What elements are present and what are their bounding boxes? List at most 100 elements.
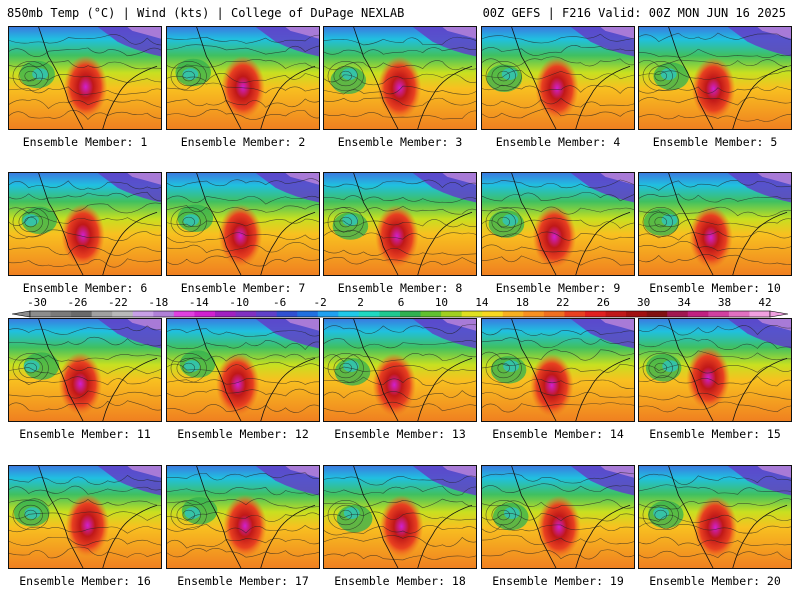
colorbar-tick-label: 26 — [596, 296, 610, 309]
map-image — [167, 319, 319, 421]
map-image — [482, 173, 634, 275]
colorbar-tick-label: 22 — [556, 296, 570, 309]
colorbar-swatch — [667, 311, 689, 317]
ensemble-member-label: Ensemble Member: 7 — [180, 281, 306, 295]
colorbar-swatch — [687, 311, 709, 317]
map-image — [9, 27, 161, 129]
ensemble-member-map — [638, 172, 792, 276]
colorbar-tick-label: -22 — [107, 296, 128, 309]
colorbar-swatch — [71, 311, 93, 317]
colorbar-arrow-right — [769, 310, 788, 318]
colorbar-swatch — [646, 311, 668, 317]
map-image — [9, 319, 161, 421]
map-image — [639, 319, 791, 421]
colorbar-swatch — [215, 311, 236, 317]
colorbar-tick-label: 34 — [677, 296, 691, 309]
ensemble-member-label: Ensemble Member: 8 — [337, 281, 463, 295]
map-image — [167, 173, 319, 275]
colorbar-swatch — [91, 311, 113, 317]
ensemble-member-map — [481, 318, 635, 422]
colorbar-swatch — [441, 311, 463, 317]
colorbar-swatch — [626, 311, 648, 317]
colorbar-swatch — [482, 311, 504, 317]
ensemble-member-map — [323, 172, 477, 276]
temperature-colorbar — [12, 310, 788, 318]
chart-header-left: 850mb Temp (°C) | Wind (kts) | College o… — [7, 6, 405, 20]
ensemble-member-label: Ensemble Member: 17 — [177, 574, 309, 588]
colorbar-swatch — [502, 311, 524, 317]
ensemble-member-label: Ensemble Member: 2 — [180, 135, 306, 149]
colorbar-swatch — [708, 311, 730, 317]
ensemble-member-map — [166, 318, 320, 422]
ensemble-member-label: Ensemble Member: 15 — [649, 427, 781, 441]
colorbar-swatch — [379, 311, 401, 317]
colorbar-swatch — [400, 311, 421, 317]
colorbar-swatch — [420, 311, 442, 317]
map-image — [482, 319, 634, 421]
colorbar-swatch — [605, 311, 627, 317]
map-image — [9, 173, 161, 275]
colorbar-swatch — [256, 311, 278, 317]
colorbar-swatch — [358, 311, 380, 317]
map-image — [9, 466, 161, 568]
chart-header-right: 00Z GEFS | F216 Valid: 00Z MON JUN 16 20… — [482, 6, 786, 20]
colorbar-swatch — [564, 311, 586, 317]
colorbar-swatch — [112, 311, 134, 317]
colorbar-tick-label: -10 — [229, 296, 250, 309]
ensemble-member-label: Ensemble Member: 16 — [19, 574, 151, 588]
ensemble-member-map — [638, 26, 792, 130]
map-image — [639, 27, 791, 129]
colorbar-tick-label: 6 — [397, 296, 405, 309]
colorbar-swatch — [173, 311, 195, 317]
colorbar-swatch — [523, 311, 545, 317]
colorbar-tick-label: -18 — [148, 296, 169, 309]
ensemble-member-label: Ensemble Member: 19 — [492, 574, 624, 588]
ensemble-member-label: Ensemble Member: 13 — [334, 427, 466, 441]
colorbar-swatch — [297, 311, 319, 317]
ensemble-member-label: Ensemble Member: 9 — [495, 281, 621, 295]
ensemble-member-label: Ensemble Member: 12 — [177, 427, 309, 441]
ensemble-member-label: Ensemble Member: 3 — [337, 135, 463, 149]
ensemble-member-map — [323, 26, 477, 130]
colorbar-tick-label: 14 — [475, 296, 489, 309]
colorbar-tick-label: 10 — [434, 296, 449, 309]
colorbar-swatch — [728, 311, 750, 317]
map-image — [324, 27, 476, 129]
ensemble-member-label: Ensemble Member: 20 — [649, 574, 781, 588]
map-image — [324, 319, 476, 421]
colorbar-tick-label: -14 — [188, 296, 209, 309]
colorbar-tick-label: -26 — [67, 296, 88, 309]
ensemble-member-label: Ensemble Member: 1 — [22, 135, 148, 149]
ensemble-member-map — [638, 318, 792, 422]
colorbar-tick-label: 38 — [717, 296, 732, 309]
ensemble-member-label: Ensemble Member: 11 — [19, 427, 151, 441]
ensemble-member-map — [638, 465, 792, 569]
colorbar-swatch — [50, 311, 72, 317]
colorbar-tick-label: -30 — [27, 296, 47, 309]
ensemble-member-map — [166, 172, 320, 276]
colorbar-tick-label: 42 — [758, 296, 772, 309]
colorbar-tick-label: 30 — [637, 296, 651, 309]
map-image — [324, 173, 476, 275]
map-image — [482, 27, 634, 129]
colorbar-swatch — [153, 311, 175, 317]
ensemble-member-map — [8, 26, 162, 130]
ensemble-member-map — [323, 465, 477, 569]
colorbar-arrow-left — [12, 310, 31, 318]
colorbar-swatch — [132, 311, 154, 317]
map-image — [639, 173, 791, 275]
ensemble-member-map — [481, 172, 635, 276]
ensemble-member-map — [323, 318, 477, 422]
ensemble-member-map — [8, 318, 162, 422]
map-image — [167, 27, 319, 129]
colorbar-tick-label: -2 — [313, 296, 327, 309]
colorbar-tick-label: 2 — [357, 296, 364, 309]
ensemble-member-label: Ensemble Member: 18 — [334, 574, 466, 588]
map-image — [167, 466, 319, 568]
map-image — [482, 466, 634, 568]
colorbar-tick-label: 18 — [515, 296, 529, 309]
colorbar-tick-label: -6 — [273, 296, 287, 309]
colorbar-swatch — [276, 311, 298, 317]
colorbar-swatch — [194, 311, 216, 317]
colorbar-swatch — [461, 311, 483, 317]
